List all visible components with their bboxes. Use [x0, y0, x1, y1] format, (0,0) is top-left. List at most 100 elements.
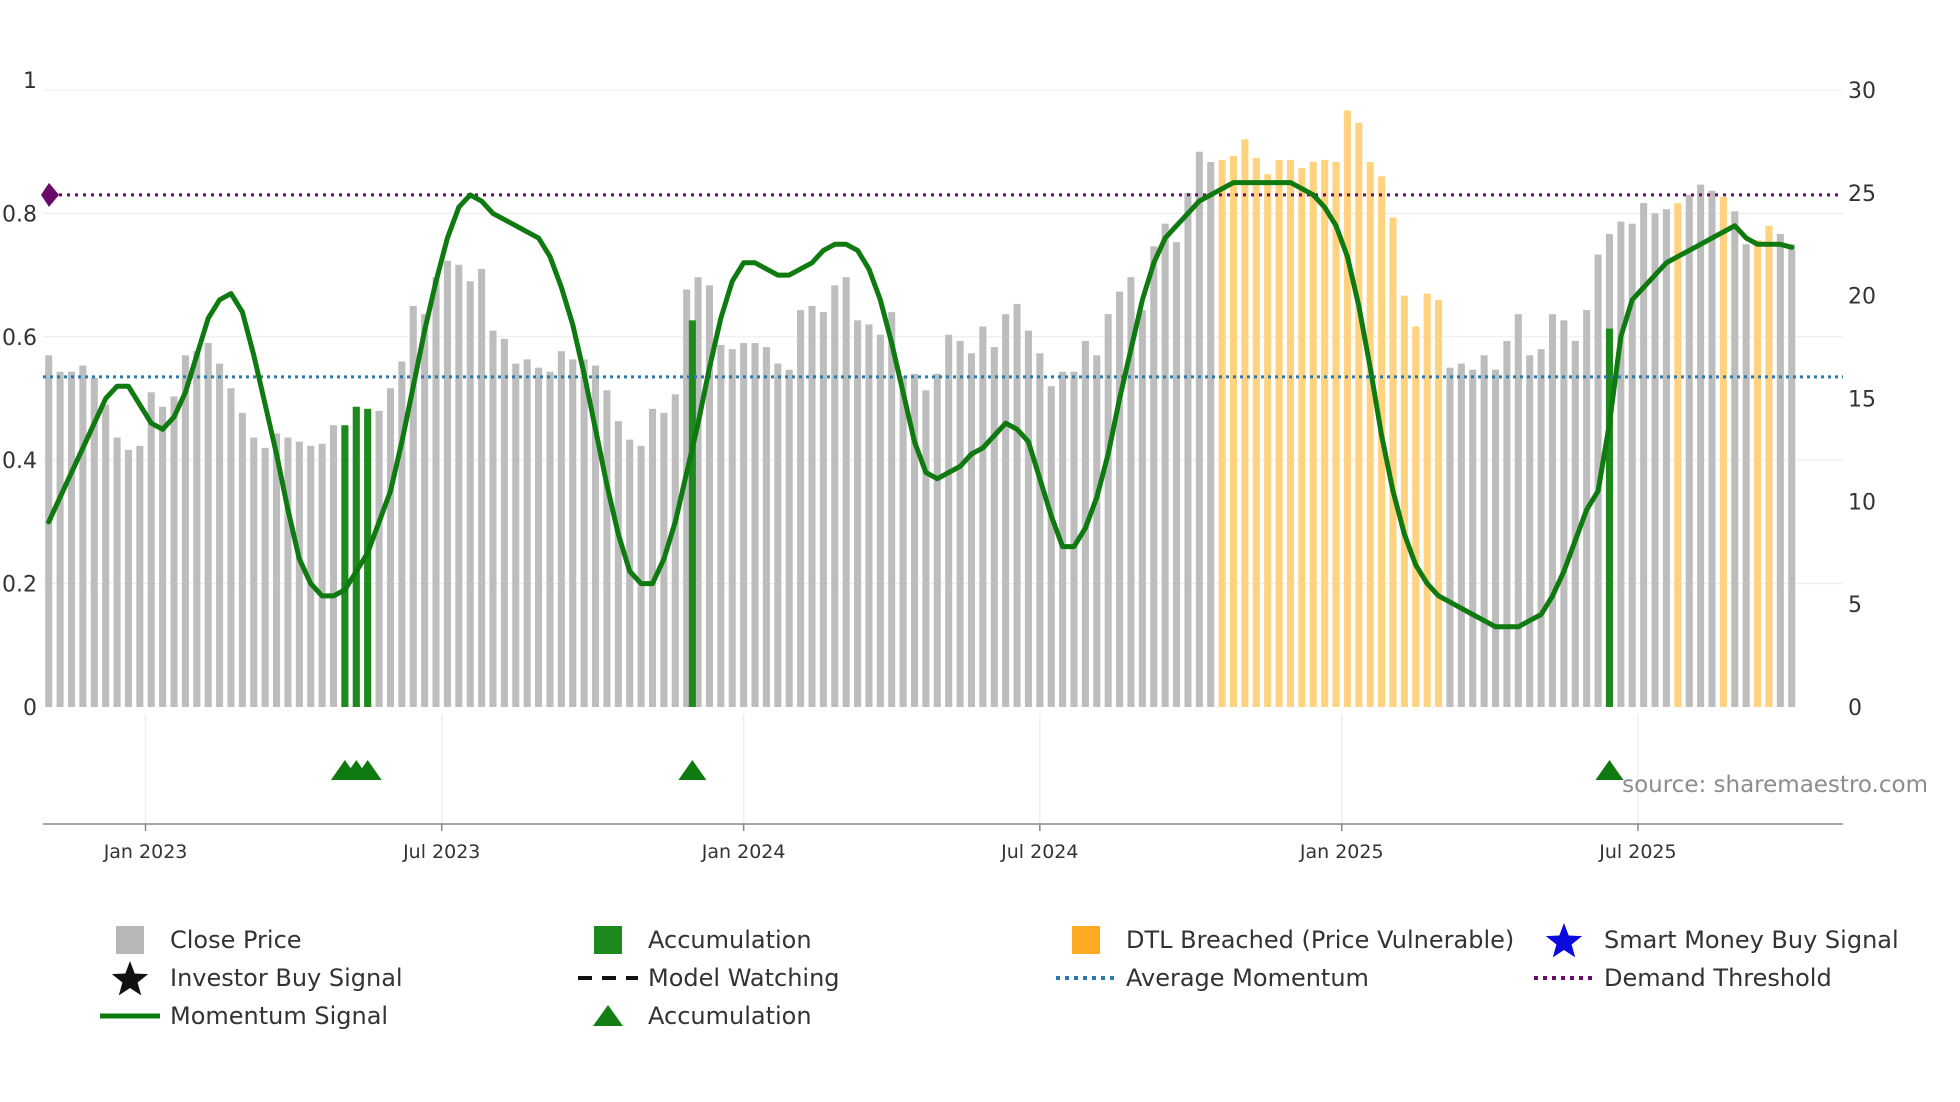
- close-price-bar: [329, 425, 338, 707]
- dtl-bar: [1389, 217, 1397, 707]
- close-price-bar: [740, 342, 748, 707]
- dtl-bar: [1332, 161, 1340, 707]
- accumulation-marker-panel: [330, 760, 1624, 780]
- close-price-bar: [159, 406, 167, 707]
- close-price-bar: [1651, 213, 1659, 707]
- close-price-bar: [785, 369, 793, 707]
- legend-item-avg_momentum: Average Momentum: [1056, 964, 1369, 992]
- dtl-bar: [1275, 159, 1283, 708]
- close-price-bar: [1708, 190, 1716, 707]
- close-price-bar: [1548, 314, 1557, 707]
- close-price-bar: [1002, 314, 1010, 707]
- left-tick-label: 1: [23, 69, 37, 94]
- momentum-signal-line: [46, 180, 1795, 630]
- dtl-bar: [1321, 159, 1329, 708]
- close-price-bar: [797, 310, 805, 707]
- right-tick-label: 10: [1848, 490, 1876, 515]
- close-price-bar: [535, 367, 543, 707]
- close-price-bar: [136, 445, 144, 707]
- legend-swatch-square: [1072, 926, 1100, 954]
- close-price-bar: [421, 314, 429, 707]
- close-price-bar: [1047, 386, 1055, 707]
- close-price-bar: [808, 305, 816, 707]
- close-price-bar: [307, 445, 315, 707]
- close-price-bar: [216, 363, 224, 707]
- close-price-bar: [124, 449, 132, 707]
- close-price-bar: [1013, 303, 1021, 707]
- right-tick-label: 20: [1848, 285, 1876, 310]
- close-price-bar: [227, 388, 235, 707]
- close-price-bar: [1697, 184, 1705, 707]
- x-tick-label: Jan 2024: [701, 841, 786, 863]
- legend: Close Price Accumulation DTL Breached (Pri…: [100, 923, 1899, 1030]
- left-tick-label: 0.4: [2, 449, 37, 474]
- close-price-bar: [170, 396, 178, 707]
- close-price-bar: [1127, 277, 1135, 707]
- close-price-bar: [876, 334, 884, 707]
- x-tick-label: Jan 2025: [1299, 841, 1384, 863]
- close-price-bar: [648, 408, 657, 707]
- legend-item-accumulation_marker: Accumulation: [593, 1002, 812, 1030]
- momentum-signal-series: [46, 180, 1795, 630]
- close-price-bar: [318, 443, 326, 707]
- close-price-bar: [546, 371, 554, 707]
- dtl-bar: [1435, 299, 1443, 707]
- close-price-bar: [1469, 369, 1477, 707]
- close-price-bar: [113, 437, 121, 707]
- accumulation-bar: [341, 425, 349, 707]
- legend-item-model_watching: Model Watching: [578, 964, 840, 992]
- dtl-bar: [1355, 122, 1363, 707]
- close-price-bar: [147, 392, 155, 707]
- close-price-bar: [1195, 151, 1203, 707]
- dtl-bar: [1412, 326, 1420, 707]
- close-price-bar: [1093, 355, 1101, 707]
- accumulation-bars: [341, 320, 1613, 707]
- close-price-bar: [79, 365, 87, 707]
- close-price-bar: [922, 390, 930, 707]
- close-price-bar: [865, 324, 873, 707]
- close-price-bar: [1640, 203, 1648, 707]
- accumulation-bar: [688, 320, 696, 707]
- demand-threshold-marker: [41, 182, 59, 207]
- dtl-bar: [1400, 295, 1408, 707]
- close-price-bar: [432, 277, 440, 707]
- close-price-bar: [398, 361, 406, 707]
- close-price-bar: [443, 260, 451, 707]
- close-price-bar: [204, 342, 212, 707]
- legend-item-accumulation_bar: Accumulation: [594, 926, 812, 954]
- accumulation-marker: [678, 760, 707, 780]
- close-price-bar: [1480, 355, 1488, 707]
- dtl-bar: [1366, 161, 1374, 707]
- close-price-bar: [512, 363, 520, 707]
- close-price-bar: [1070, 371, 1078, 707]
- close-price-bar: [1492, 369, 1500, 707]
- legend-label: Average Momentum: [1126, 964, 1369, 992]
- close-price-bar: [1024, 330, 1032, 707]
- close-price-bar: [762, 347, 770, 707]
- close-price-bar: [1685, 194, 1693, 707]
- close-price-bar: [375, 410, 383, 707]
- accumulation-marker: [353, 760, 382, 780]
- dtl-bar: [1719, 196, 1727, 708]
- close-price-bar: [261, 447, 269, 707]
- close-price-bar: [67, 371, 76, 707]
- right-tick-label: 15: [1848, 388, 1876, 413]
- legend-item-smart_money: Smart Money Buy Signal: [1545, 923, 1899, 958]
- dtl-bar: [1298, 168, 1306, 708]
- close-price-bar: [945, 334, 953, 707]
- close-price-bar: [614, 421, 622, 707]
- legend-label: Close Price: [170, 926, 302, 954]
- left-tick-label: 0.6: [2, 326, 37, 351]
- close-price-bar: [1138, 310, 1146, 707]
- legend-swatch-square: [116, 926, 144, 954]
- dtl-bar: [1343, 110, 1351, 708]
- legend-label: DTL Breached (Price Vulnerable): [1126, 926, 1514, 954]
- close-price-bar: [1503, 340, 1511, 707]
- close-price-bar: [1526, 355, 1534, 707]
- close-price-bar: [273, 433, 281, 707]
- source-label: source: sharemaestro.com: [1622, 772, 1928, 798]
- dtl-bar: [1309, 161, 1317, 707]
- close-price-bar: [1161, 223, 1169, 707]
- close-price-bar: [990, 347, 998, 707]
- close-price-bar: [1742, 244, 1750, 707]
